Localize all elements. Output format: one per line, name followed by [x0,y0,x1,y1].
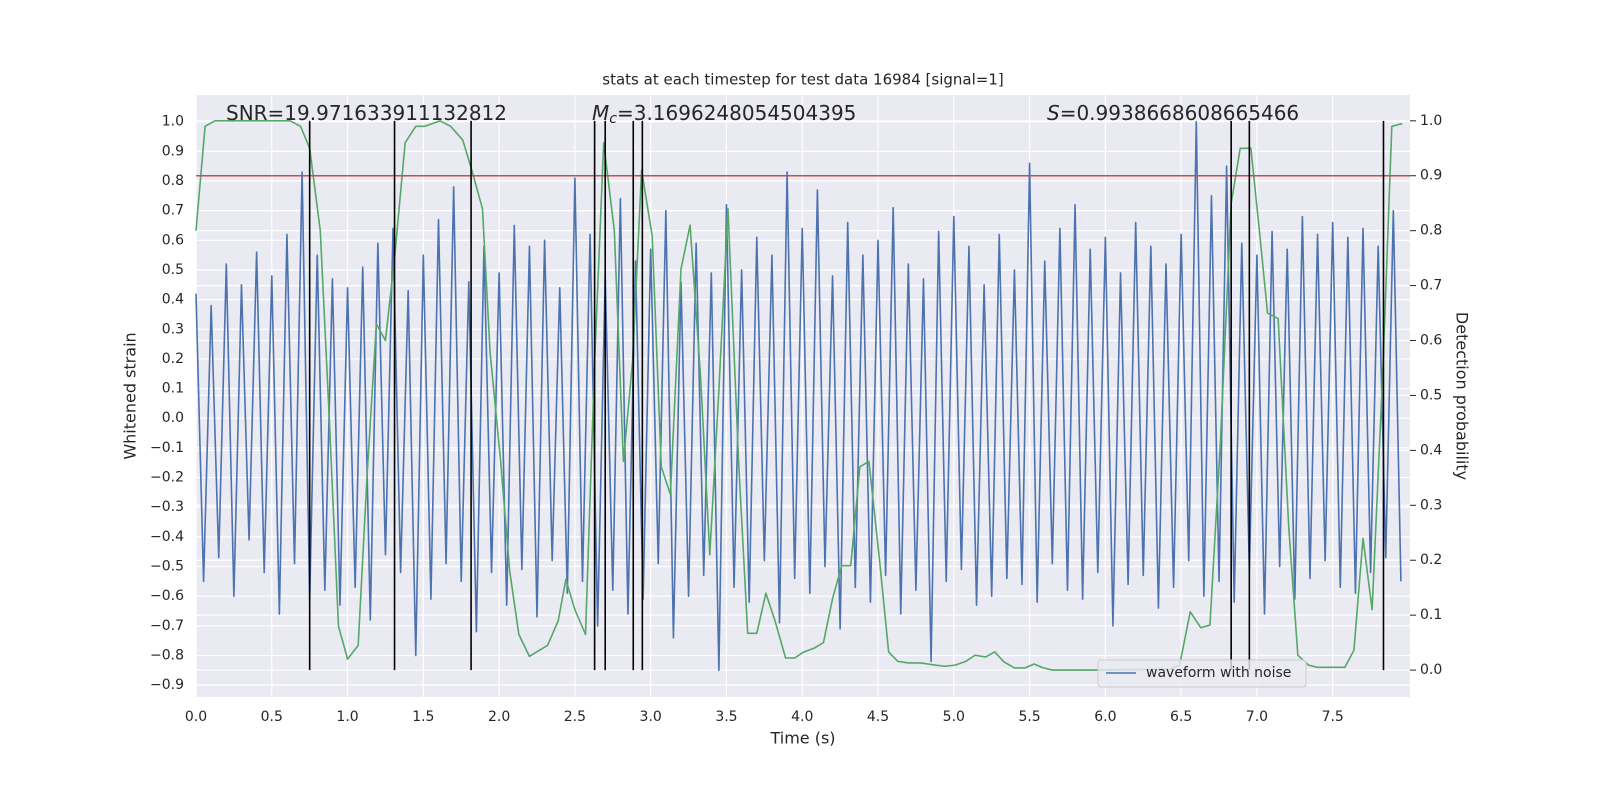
y2-tick-label: 0.5 [1420,387,1442,403]
x-tick-label: 3.5 [715,709,737,725]
x-tick-label: 2.5 [564,709,586,725]
y-tick-label: 0.0 [162,410,184,426]
x-tick-label: 4.5 [867,709,889,725]
annotation-text: =3.1696248054504395 [617,101,856,125]
y2-tick-label: 0.4 [1420,442,1442,458]
y-tick-label: −0.6 [150,588,184,604]
x-tick-label: 0.5 [261,709,283,725]
annotation: S=0.9938668608665466 [1047,101,1299,125]
x-tick-label: 6.5 [1170,709,1192,725]
y-tick-label: 0.5 [162,262,184,278]
x-tick-label: 0.0 [185,709,207,725]
y2-tick-label: 0.3 [1420,497,1442,513]
annotation-text: =0.9938668608665466 [1060,101,1299,125]
annotation: SNR=19.971633911132812 [226,101,507,125]
y-tick-label: 0.4 [162,292,184,308]
y2-tick-label: 0.2 [1420,552,1442,568]
y-tick-label: 0.9 [162,143,184,159]
annotation: Mc=3.1696248054504395 [592,101,856,128]
y2-tick-label: 0.6 [1420,333,1442,349]
y-tick-label: −0.9 [150,677,184,693]
marks [195,120,1410,672]
y-tick-label: −0.2 [150,470,184,486]
y-tick-label: 0.7 [162,203,184,219]
x-tick-label: 7.0 [1246,709,1268,725]
y-tick-label: −0.4 [150,529,184,545]
y-tick-label: 0.6 [162,232,184,248]
y-tick-label: 0.1 [162,381,184,397]
x-tick-label: 6.0 [1094,709,1116,725]
y-tick-label: −0.1 [150,440,184,456]
y-tick-label: −0.3 [150,499,184,515]
legend-label: waveform with noise [1146,665,1291,681]
annotation-subscript: c [609,111,617,127]
y2-tick-label: 0.7 [1420,278,1442,294]
y-tick-label: 0.8 [162,173,184,189]
annotation-symbol: M [592,101,609,125]
x-tick-label: 5.5 [1018,709,1040,725]
y2-tick-label: 0.0 [1420,662,1442,678]
y2-tick-label: 0.1 [1420,607,1442,623]
legend-box [1097,659,1307,688]
y2-tick-label: 1.0 [1420,113,1442,129]
x-tick-label: 7.5 [1322,709,1344,725]
chart-title: stats at each timestep for test data 169… [602,71,1003,89]
y-tick-label: −0.7 [150,618,184,634]
y2-axis-label: Detection probability [1453,312,1472,480]
annotation-text: SNR=19.971633911132812 [226,101,507,125]
series-line [195,120,1402,672]
y-tick-label: −0.8 [150,647,184,663]
y-axis-label: Whitened strain [121,332,140,459]
y2-tick-label: 0.9 [1420,168,1442,184]
series-line [195,120,1403,671]
y-tick-label: 0.3 [162,321,184,337]
x-tick-label: 4.0 [791,709,813,725]
y-tick-label: 0.2 [162,351,184,367]
x-tick-label: 5.0 [943,709,965,725]
annotation-symbol: S [1047,101,1060,125]
x-tick-label: 1.5 [412,709,434,725]
y-tick-label: 1.0 [162,114,184,130]
x-tick-label: 3.0 [640,709,662,725]
y2-tick-label: 0.8 [1420,223,1442,239]
x-tick-label: 1.0 [336,709,358,725]
y-tick-label: −0.5 [150,559,184,575]
x-tick-label: 2.0 [488,709,510,725]
x-axis-label: Time (s) [769,729,835,748]
